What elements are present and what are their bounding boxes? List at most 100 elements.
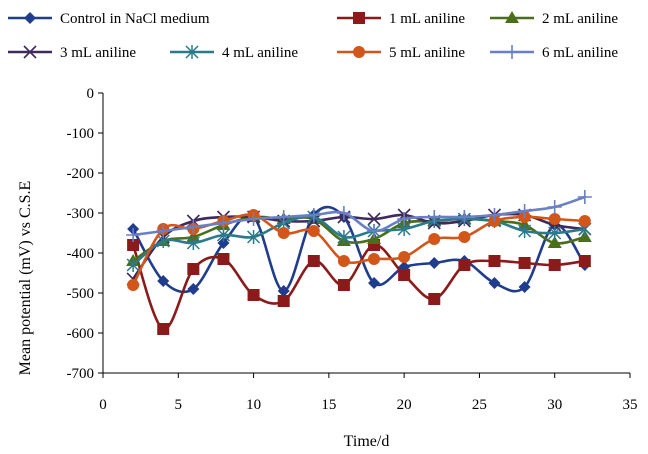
legend-label: 1 mL aniline [389,11,465,27]
data-point [24,12,36,24]
data-point [23,45,37,59]
data-point [428,257,441,269]
data-point [368,277,381,289]
data-point [368,253,381,265]
x-tick-label: 10 [246,397,261,413]
series-line [132,195,586,237]
data-point [247,289,260,301]
x-tick-label: 30 [547,397,562,413]
data-point [157,275,170,287]
y-tick-label: -200 [67,166,95,182]
legend-label: Control in NaCl medium [60,11,210,27]
data-point [216,216,231,230]
data-point [548,213,561,225]
legend-label: 4 mL aniline [222,45,298,61]
data-point [186,220,201,234]
legend-item: 4 mL aniline [170,45,298,61]
data-point [337,255,350,267]
y-axis-title: Mean potential (mV) vs C.S.E [17,181,34,376]
data-point [518,281,531,293]
data-point [505,11,519,23]
series-line [132,215,586,267]
series-group [126,190,592,335]
data-point [488,277,501,289]
data-point [186,236,200,250]
data-point [487,208,502,222]
data-point [577,190,592,204]
legend-item: 5 mL aniline [337,45,465,61]
y-tick-label: -400 [67,246,95,262]
data-point [307,255,320,267]
data-point [127,239,140,251]
y-tick-label: -700 [67,366,95,382]
data-point [457,210,472,224]
x-tick-label: 20 [397,397,412,413]
series-2 [127,239,591,335]
legend-label: 2 mL aniline [542,11,618,27]
data-point [488,255,501,267]
data-point [126,228,141,242]
x-tick-label: 5 [175,397,183,413]
data-point [187,283,200,295]
data-point [578,215,591,227]
y-tick-label: -500 [67,286,95,302]
legend-item: 3 mL aniline [8,45,136,61]
data-point [548,226,562,240]
data-point [547,236,562,248]
data-point [277,295,290,307]
data-point [518,224,532,238]
data-point [217,253,230,265]
data-point [458,259,471,271]
data-point [505,45,519,59]
x-tick-label: 15 [321,397,336,413]
x-tick-label: 35 [623,397,638,413]
series-7 [126,190,592,242]
y-tick-label: -300 [67,206,95,222]
data-point [187,263,200,275]
data-point [157,323,170,335]
data-point [277,285,290,297]
data-point [458,231,471,243]
data-point [185,45,199,59]
axes [102,93,630,374]
y-tick-label: -100 [67,126,95,142]
data-point [353,12,365,24]
data-point [156,224,171,238]
x-tick-label: 0 [99,397,107,413]
y-tick-label: -600 [67,326,95,342]
data-point [306,208,321,222]
legend-item: 1 mL aniline [337,11,465,27]
data-point [398,251,411,263]
data-point [367,212,381,226]
data-point [307,225,320,237]
data-point [517,204,532,218]
y-tick-label: 0 [87,86,95,102]
data-point [428,293,441,305]
data-point [427,210,442,224]
data-point [246,212,261,226]
data-point [518,257,531,269]
data-point [276,210,291,224]
data-point [398,269,411,281]
data-point [126,258,140,272]
data-point [277,227,290,239]
data-point [428,233,441,245]
legend-label: 5 mL aniline [389,45,465,61]
legend-label: 6 mL aniline [542,45,618,61]
legend-item: 6 mL aniline [490,45,618,61]
legend: Control in NaCl medium 1 mL aniline 2 mL a… [8,11,618,61]
x-tick-label: 25 [472,397,487,413]
series-line [132,215,586,263]
legend-item: 2 mL aniline [490,11,618,27]
data-point [337,230,351,244]
data-point [217,237,230,249]
data-point [578,255,591,267]
data-point [353,46,365,58]
series-line [131,243,586,331]
legend-label: 3 mL aniline [60,45,136,61]
data-point [336,206,351,220]
x-axis-title: Time/d [344,433,390,450]
data-point [337,279,350,291]
